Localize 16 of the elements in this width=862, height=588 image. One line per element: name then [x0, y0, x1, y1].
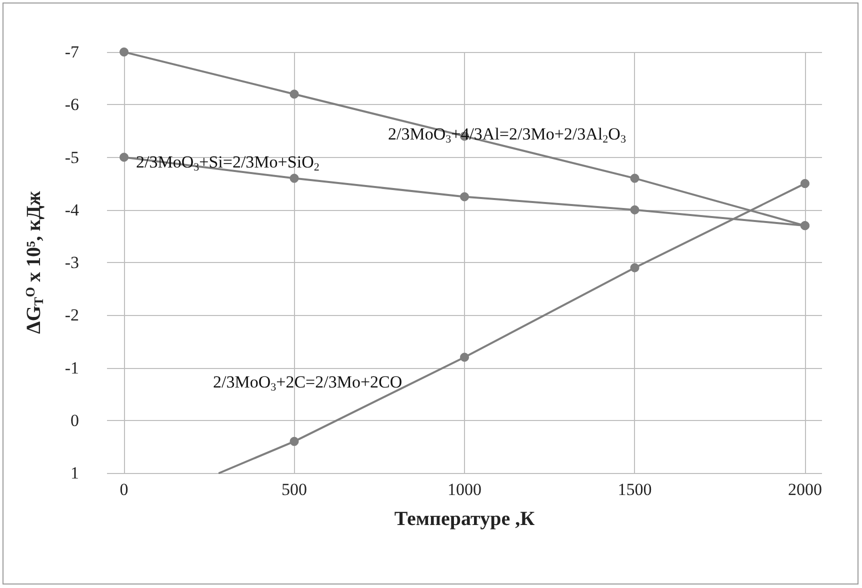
- x-tick-label: 2000: [788, 480, 822, 499]
- x-tick-label: 1500: [618, 480, 652, 499]
- x-tick-label: 0: [120, 480, 128, 499]
- y-tick-label: 1: [70, 464, 79, 482]
- y-axis-title: ΔGTO x 10⁵, кДж: [22, 190, 46, 334]
- y-tick-label: -1: [64, 358, 79, 378]
- y-tick-label: -7: [64, 42, 80, 62]
- y-tick-label: -5: [64, 148, 79, 167]
- y-tick-label: -4: [64, 200, 80, 220]
- y-tick-label: -2: [64, 306, 79, 325]
- y-tick-label: -3: [64, 253, 79, 272]
- y-tick-label: -6: [64, 95, 79, 114]
- y-tick-label: 0: [70, 410, 79, 430]
- x-axis-title: Температуре ,К: [394, 508, 536, 530]
- x-tick-label: 500: [282, 480, 308, 499]
- x-tick-label: 1000: [448, 480, 482, 499]
